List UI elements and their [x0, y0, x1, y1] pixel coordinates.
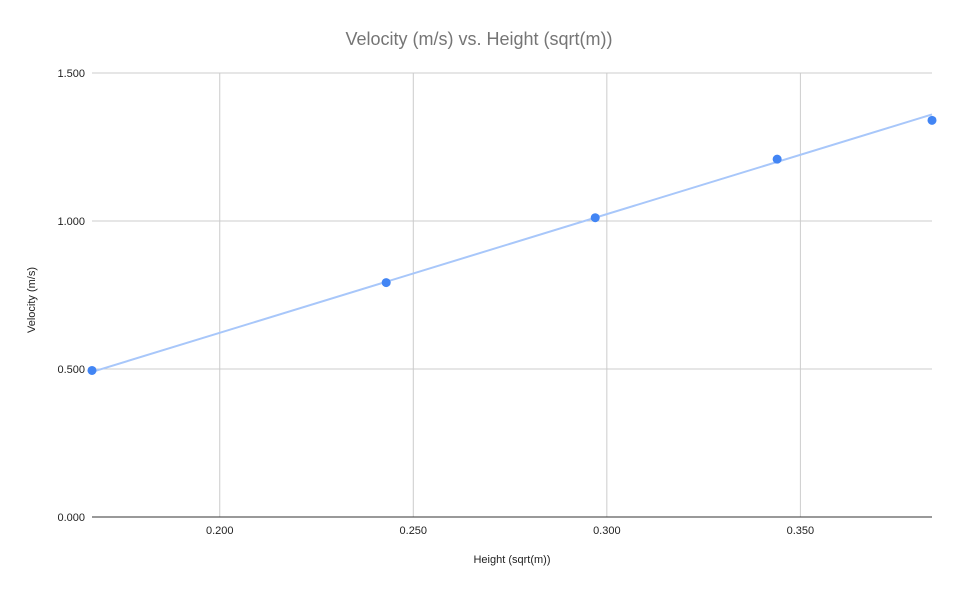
y-tick-label: 0.500 [57, 364, 85, 376]
data-point[interactable] [927, 115, 937, 125]
y-axis-title: Velocity (m/s) [26, 267, 38, 333]
data-point[interactable] [590, 213, 600, 223]
data-point[interactable] [772, 154, 782, 164]
x-tick-label: 0.200 [206, 525, 234, 537]
y-tick-label: 0.000 [57, 512, 85, 524]
y-tick-label: 1.000 [57, 216, 85, 228]
x-tick-label: 0.250 [400, 525, 428, 537]
data-points [87, 115, 937, 375]
trendline-layer [91, 113, 933, 373]
data-point[interactable] [87, 365, 97, 375]
x-axis-title: Height (sqrt(m)) [473, 554, 550, 566]
x-tick-label: 0.350 [787, 525, 815, 537]
chart-title: Velocity (m/s) vs. Height (sqrt(m)) [345, 29, 612, 49]
x-tick-label: 0.300 [593, 525, 621, 537]
trendline [91, 113, 933, 373]
tick-labels: 0.000 0.500 1.000 1.500 0.200 0.250 0.300 0.350 [57, 68, 814, 537]
gridlines [92, 72, 932, 517]
y-tick-label: 1.500 [57, 68, 85, 80]
data-point[interactable] [381, 278, 391, 288]
